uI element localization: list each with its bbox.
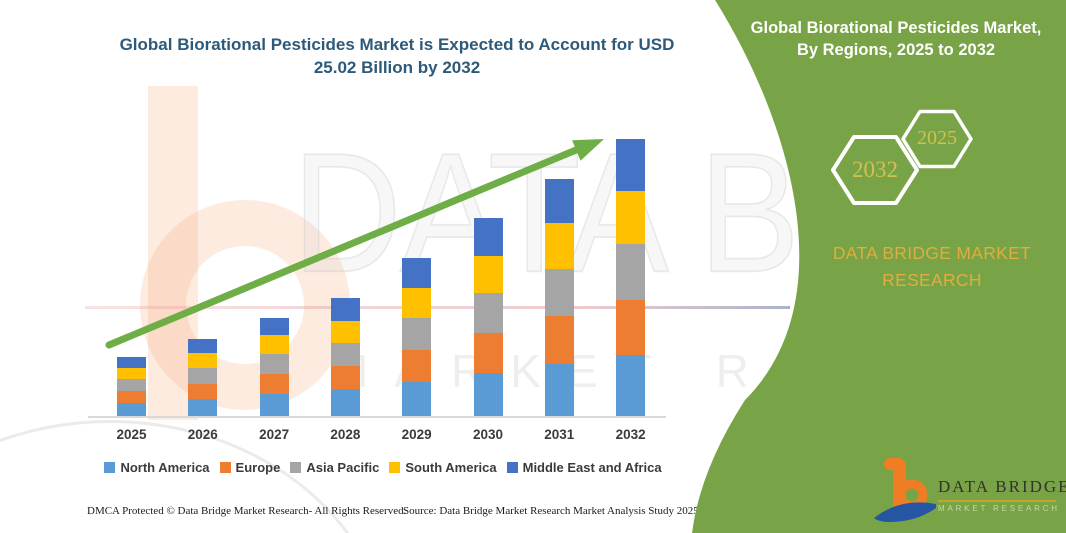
bar-segment-2031: [544, 316, 574, 364]
legend-swatch-icon: [506, 462, 518, 473]
logo-subtitle: MARKET RESEARCH: [938, 504, 1060, 513]
bar-2028: [330, 297, 360, 416]
bar-segment-2032: [616, 191, 646, 245]
hexagon-year-2025: 2025: [917, 127, 957, 149]
legend-swatch-icon: [104, 462, 116, 473]
bar-segment-2025: [117, 368, 146, 380]
bar-segment-2025: [117, 402, 146, 416]
bar-segment-2032: [616, 139, 646, 192]
bar-segment-2026: [188, 383, 218, 400]
bar-segment-2027: [259, 335, 289, 355]
dmca-copyright-text: DMCA Protected © Data Bridge Market Rese…: [87, 505, 407, 517]
watermark-underline: [85, 306, 790, 309]
legend-label: North America: [120, 460, 210, 475]
x-axis-label-2025: 2025: [116, 427, 147, 442]
bar-segment-2028: [330, 297, 360, 321]
bar-segment-2031: [544, 363, 574, 416]
logo-d-swoosh: [874, 502, 936, 523]
background-watermark-text-2: MARKET RESEARCH: [330, 345, 1066, 397]
bar-segment-2032: [616, 355, 646, 416]
hexagon-year-2032: 2032: [852, 157, 898, 182]
x-axis-label-2028: 2028: [330, 427, 361, 442]
bar-segment-2025: [117, 390, 146, 403]
legend-label: Asia Pacific: [306, 460, 380, 475]
data-bridge-logo-icon: [874, 458, 936, 523]
chart-legend: North America Europe Asia Pacific South Ame…: [20, 460, 746, 475]
bar-segment-2029: [402, 257, 432, 288]
x-axis-label-2031: 2031: [544, 427, 575, 442]
x-axis-label-2027: 2027: [259, 427, 290, 442]
bar-segment-2032: [616, 299, 646, 356]
bar-segment-2025: [117, 379, 146, 391]
bar-segment-2031: [544, 268, 574, 317]
bar-segment-2030: [473, 332, 503, 373]
legend-label: Middle East and Africa: [522, 460, 662, 475]
bar-segment-2030: [473, 293, 503, 333]
source-text: Source: Data Bridge Market Research Mark…: [403, 505, 699, 517]
bar-segment-2030: [473, 217, 503, 256]
bar-2027: [259, 317, 289, 416]
chart-title: Global Biorational Pesticides Market is …: [119, 35, 675, 77]
bar-segment-2028: [330, 342, 360, 367]
legend-item: North America: [104, 460, 210, 475]
x-axis-label-2030: 2030: [472, 427, 504, 442]
bar-segment-2029: [402, 381, 432, 416]
legend-label: Europe: [235, 460, 281, 475]
bar-segment-2031: [544, 223, 574, 269]
bar-segment-2027: [259, 317, 289, 336]
bar-segment-2029: [402, 317, 432, 350]
legend-item: Asia Pacific: [290, 460, 379, 475]
bar-2026: [188, 338, 218, 416]
legend-item: Europe: [219, 460, 281, 475]
bar-segment-2029: [402, 287, 432, 318]
bar-segment-2031: [544, 179, 574, 224]
bar-segment-2028: [330, 389, 360, 416]
legend-swatch-icon: [290, 462, 302, 473]
brand-text: DATA BRIDGE MARKET RESEARCH: [832, 243, 1032, 291]
bar-segment-2027: [259, 373, 289, 394]
bar-2030: [473, 217, 503, 416]
bar-segment-2026: [188, 352, 218, 369]
logo-wordmark: DATA BRIDGE: [938, 477, 1066, 496]
bar-segment-2032: [616, 244, 646, 300]
bar-2031: [544, 179, 574, 416]
bar-2029: [402, 257, 432, 416]
bar-segment-2026: [188, 368, 218, 384]
bar-segment-2029: [402, 349, 432, 382]
bar-segment-2028: [330, 320, 360, 343]
legend-item: South America: [389, 460, 497, 475]
bar-segment-2026: [188, 399, 218, 416]
x-axis-line: [88, 416, 666, 418]
bar-2032: [616, 139, 646, 416]
x-axis-label-2032: 2032: [615, 427, 646, 442]
bar-segment-2026: [188, 338, 218, 353]
bar-segment-2027: [259, 393, 289, 416]
bar-segment-2030: [473, 255, 503, 294]
bar-segment-2030: [473, 372, 503, 416]
bar-2025: [117, 357, 146, 416]
legend-swatch-icon: [389, 462, 401, 473]
x-axis-label-2026: 2026: [187, 427, 218, 442]
bar-segment-2027: [259, 354, 289, 374]
side-panel-title: Global Biorational Pesticides Market, By…: [750, 19, 1042, 60]
x-axis-label-2029: 2029: [401, 427, 432, 442]
legend-swatch-icon: [219, 462, 231, 473]
legend-label: South America: [405, 460, 497, 475]
bar-segment-2025: [117, 357, 146, 369]
bar-segment-2028: [330, 366, 360, 390]
logo-gold-underline: [938, 500, 1056, 502]
legend-item: Middle East and Africa: [506, 460, 662, 475]
